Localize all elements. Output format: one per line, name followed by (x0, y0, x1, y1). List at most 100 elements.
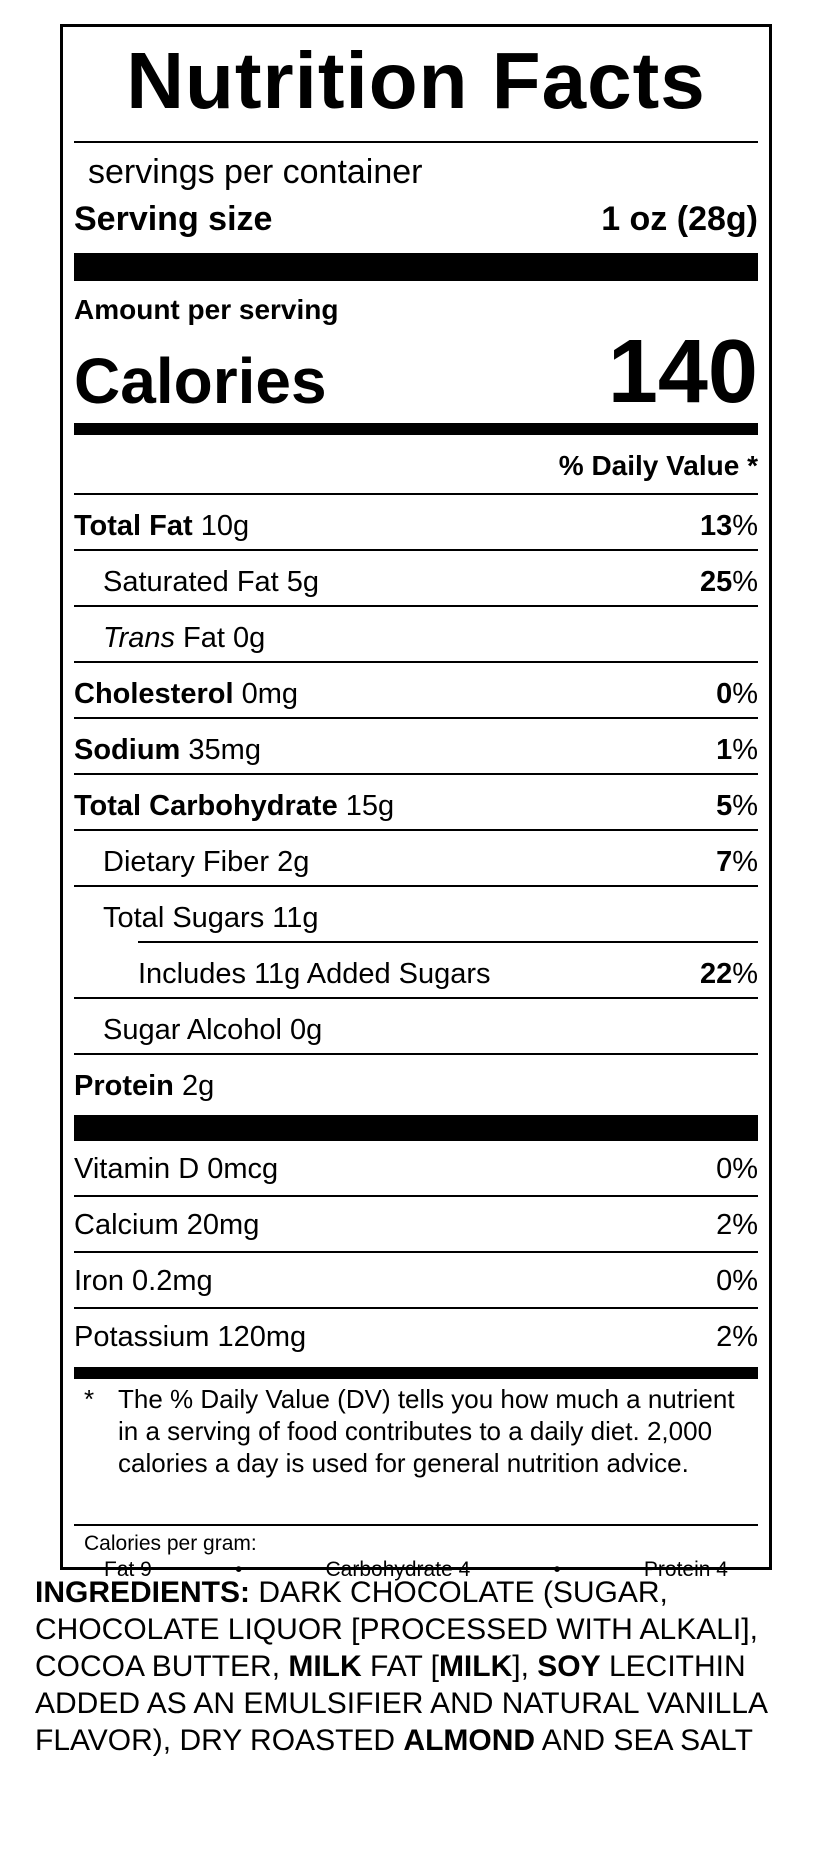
ingredients-label: INGREDIENTS: (35, 1576, 251, 1609)
vitamin-text: Iron 0.2mg (74, 1265, 213, 1297)
allergen-milk: MILK (288, 1650, 362, 1683)
carbohydrate-per-gram: Carbohydrate 4 (325, 1558, 471, 1581)
calories-per-gram-row: Fat 9 • Carbohydrate 4 • Protein 4 (104, 1559, 728, 1581)
nutrient-name: Protein (74, 1070, 174, 1102)
divider (138, 941, 758, 943)
vitamin-row-calcium: Calcium 20mg 2% (74, 1201, 758, 1249)
divider (74, 1524, 758, 1526)
vitamin-dv: 0% (716, 1264, 758, 1297)
nutrient-dv: 25 (699, 565, 733, 598)
vitamin-row-vitamin-d: Vitamin D 0mcg 0% (74, 1145, 758, 1193)
divider (74, 549, 758, 551)
nutrient-amount: 2g (277, 846, 310, 878)
percent-sign: % (732, 565, 758, 598)
divider (74, 1307, 758, 1309)
ingredients-text: AND SEA SALT (535, 1724, 753, 1757)
nutrient-amount: 15g (345, 790, 395, 822)
nutrient-row-trans-fat: Trans Fat 0g (103, 615, 758, 661)
divider (74, 1251, 758, 1253)
medium-divider (74, 1367, 758, 1379)
nutrient-amount: 10g (200, 510, 250, 542)
nutrient-dv: 7 (716, 845, 733, 878)
bullet: • (553, 1558, 561, 1581)
nutrient-amount: 2g (181, 1070, 215, 1102)
nutrient-row-sugar-alcohol: Sugar Alcohol 0g (103, 1007, 758, 1053)
bullet: • (235, 1558, 243, 1581)
vitamin-dv: 0% (716, 1152, 758, 1185)
allergen-milk: MILK (438, 1650, 513, 1683)
nutrient-dv: 1 (716, 733, 733, 766)
nutrient-amount: 35mg (188, 734, 261, 766)
divider (74, 605, 758, 607)
nutrient-row-protein: Protein 2g (74, 1063, 758, 1109)
nutrient-amount: 0mg (241, 678, 299, 710)
ingredients-text: FAT [ (361, 1650, 439, 1683)
percent-sign: % (732, 509, 758, 542)
nutrient-name: Cholesterol (74, 678, 234, 710)
nutrition-facts-inner: Nutrition Facts servings per container S… (74, 27, 758, 1581)
percent-sign: % (732, 733, 758, 766)
calories-value: 140 (607, 322, 758, 422)
servings-per-container: servings per container (88, 153, 423, 191)
percent-sign: % (732, 845, 758, 878)
daily-value-header-row: % Daily Value * (74, 451, 758, 481)
divider (74, 661, 758, 663)
divider (74, 717, 758, 719)
vitamin-text: Potassium 120mg (74, 1321, 307, 1353)
percent-sign: % (732, 677, 758, 710)
nutrient-dv: 22 (699, 957, 733, 990)
footnote-text: The % Daily Value (DV) tells you how muc… (118, 1384, 735, 1478)
nutrient-amount: 11g (272, 902, 319, 934)
ingredients-text: DARK CHOCOLATE (SUGAR, CHOCOLATE LIQUOR … (35, 1576, 758, 1683)
daily-value-header: % Daily Value * (558, 450, 758, 481)
ingredients-statement: INGREDIENTS: DARK CHOCOLATE (SUGAR, CHOC… (35, 1574, 805, 1759)
nutrient-amount: 0g (290, 1014, 323, 1046)
nutrient-name: Total Sugars (103, 902, 265, 934)
divider (74, 885, 758, 887)
nutrient-name: Total Fat (74, 510, 193, 542)
thick-divider (74, 1115, 758, 1141)
thick-divider (74, 253, 758, 281)
nutrient-row-saturated-fat: Saturated Fat 5g 25% (103, 559, 758, 605)
nutrient-dv: 5 (716, 789, 733, 822)
divider (74, 141, 758, 143)
nutrition-facts-panel: Nutrition Facts servings per container S… (60, 24, 772, 1581)
vitamin-text: Vitamin D 0mcg (74, 1153, 279, 1185)
nutrient-row-sodium: Sodium 35mg 1% (74, 727, 758, 773)
divider (74, 493, 758, 495)
serving-size-row: Serving size 1 oz (28g) (74, 201, 758, 237)
percent-sign: % (732, 957, 758, 990)
vitamin-row-potassium: Potassium 120mg 2% (74, 1313, 758, 1361)
allergen-almond: ALMOND (403, 1724, 536, 1757)
vitamin-row-iron: Iron 0.2mg 0% (74, 1257, 758, 1305)
divider (74, 1053, 758, 1055)
nutrient-name: Total Carbohydrate (74, 790, 338, 822)
label-title: Nutrition Facts (126, 36, 706, 125)
ingredients-text: LECITHIN ADDED AS AN EMULSIFIER AND NATU… (35, 1650, 767, 1757)
nutrient-row-added-sugars: Includes 11g Added Sugars 22% (138, 951, 758, 997)
nutrient-row-total-carbohydrate: Total Carbohydrate 15g 5% (74, 783, 758, 829)
nutrient-name: Sodium (74, 734, 181, 766)
vitamin-dv: 2% (716, 1320, 758, 1353)
vitamin-dv: 2% (716, 1208, 758, 1241)
footnote: * The % Daily Value (DV) tells you how m… (84, 1383, 754, 1479)
medium-divider (74, 423, 758, 435)
divider (74, 829, 758, 831)
footnote-mark: * (84, 1384, 95, 1414)
ingredients-text: ], (512, 1650, 538, 1683)
nutrient-row-cholesterol: Cholesterol 0mg 0% (74, 671, 758, 717)
nutrient-amount: 5g (286, 566, 320, 598)
vitamin-text: Calcium 20mg (74, 1209, 260, 1241)
divider (74, 1195, 758, 1197)
nutrient-row-dietary-fiber: Dietary Fiber 2g 7% (103, 839, 758, 885)
percent-sign: % (732, 789, 758, 822)
nutrient-name: Dietary Fiber (103, 846, 269, 878)
amount-per-serving: Amount per serving (74, 294, 339, 325)
nutrient-row-total-sugars: Total Sugars 11g (103, 895, 758, 941)
protein-per-gram: Protein 4 (643, 1558, 728, 1581)
nutrient-dv: 0 (716, 677, 733, 710)
serving-size-label: Serving size (74, 200, 273, 238)
nutrient-amount: 0g (233, 622, 266, 654)
nutrient-row-total-fat: Total Fat 10g 13% (74, 503, 758, 549)
divider (74, 997, 758, 999)
